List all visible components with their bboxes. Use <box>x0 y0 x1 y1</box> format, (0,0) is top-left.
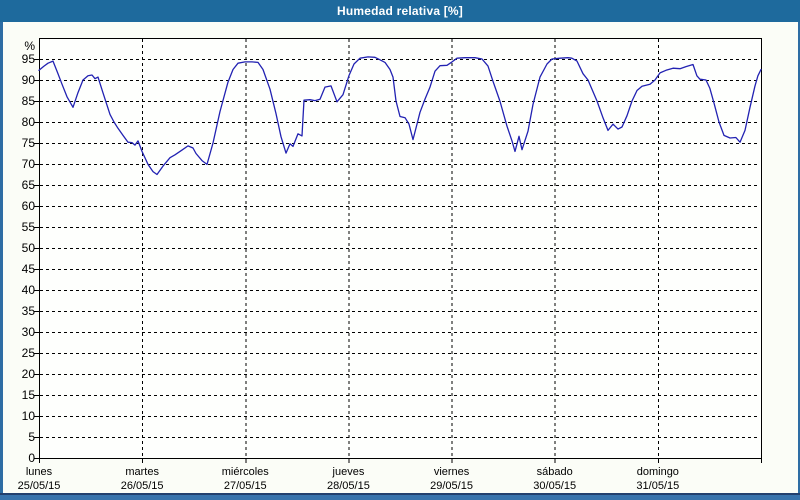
title-bar: Humedad relativa [%] <box>0 0 800 22</box>
x-date-label: 29/05/15 <box>430 480 473 492</box>
y-tick-label: 80 <box>21 115 35 129</box>
x-date-label: 25/05/15 <box>17 480 61 492</box>
y-tick-label: 25 <box>21 346 35 360</box>
y-tick-label: 50 <box>21 241 35 255</box>
y-tick-label: 15 <box>21 388 35 402</box>
y-tick-label: 10 <box>21 409 35 423</box>
x-date-label: 31/05/15 <box>636 480 680 492</box>
y-tick-label: 95 <box>21 52 35 66</box>
window-border-left <box>0 22 3 500</box>
x-date-label: 27/05/15 <box>223 480 267 492</box>
x-date-label: 30/05/15 <box>533 480 577 492</box>
window-border-bottom-light <box>0 495 800 500</box>
x-day-label: jueves <box>332 466 365 478</box>
y-tick-label: 20 <box>21 367 35 381</box>
y-tick-label: 35 <box>21 304 35 318</box>
y-tick-label: 45 <box>21 262 35 276</box>
x-day-label: miércoles <box>221 466 269 478</box>
y-tick-label: 60 <box>21 199 35 213</box>
y-tick-label: 70 <box>21 157 35 171</box>
humidity-series-line <box>38 56 762 176</box>
y-tick-label: 30 <box>21 325 35 339</box>
x-date-label: 26/05/15 <box>120 480 164 492</box>
y-tick-label: 65 <box>21 178 35 192</box>
y-tick-label: 0 <box>28 451 35 465</box>
x-day-label: sábado <box>536 466 573 478</box>
y-tick-label: 90 <box>21 73 35 87</box>
x-date-label: 28/05/15 <box>327 480 370 492</box>
x-day-label: martes <box>125 466 159 478</box>
y-tick-label: 85 <box>21 94 35 108</box>
y-tick-label: 40 <box>21 283 35 297</box>
window-border-right <box>798 22 800 500</box>
x-day-label: viernes <box>433 466 470 478</box>
window-border-bottom-dark <box>0 493 800 495</box>
chart-title: Humedad relativa [%] <box>336 4 464 18</box>
x-day-label: lunes <box>25 466 53 478</box>
y-tick-label: 75 <box>21 136 35 150</box>
x-day-label: domingo <box>636 466 679 478</box>
y-axis-unit-label: % <box>24 39 35 53</box>
y-tick-label: 5 <box>28 430 35 444</box>
y-tick-label: 55 <box>21 220 35 234</box>
